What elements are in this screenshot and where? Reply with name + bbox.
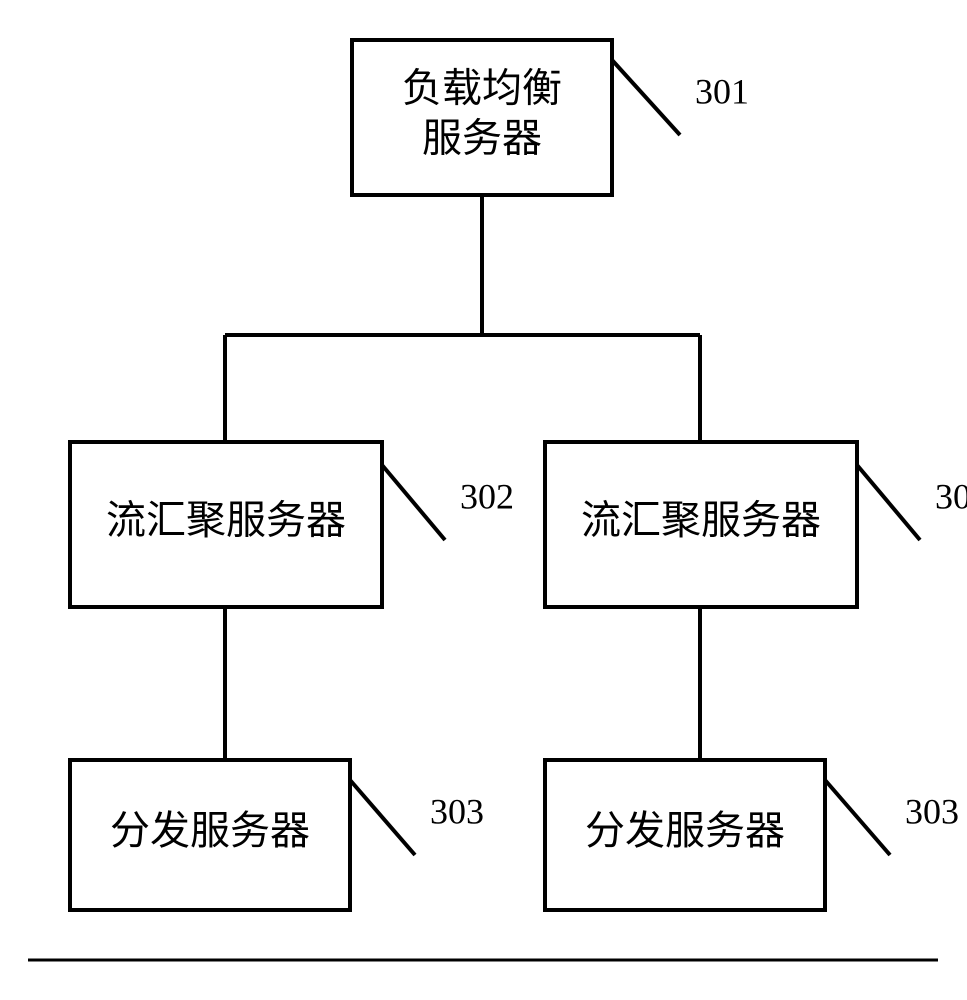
node-mid_left: 流汇聚服务器 302 [70, 442, 514, 607]
callout-leader [382, 465, 445, 540]
node-label: 分发服务器 [110, 808, 310, 853]
callout-leader [612, 60, 680, 135]
node-mid_right: 流汇聚服务器 302 [545, 442, 967, 607]
callout-label: 303 [905, 791, 959, 831]
node-label: 流汇聚服务器 [581, 498, 821, 543]
callout-label: 302 [935, 476, 967, 516]
callout-label: 303 [430, 791, 484, 831]
node-label: 服务器 [422, 116, 542, 161]
node-leaf_left: 分发服务器 303 [70, 760, 484, 910]
node-label: 分发服务器 [585, 808, 785, 853]
node-leaf_right: 分发服务器 303 [545, 760, 959, 910]
callout-leader [857, 465, 920, 540]
node-label: 流汇聚服务器 [106, 498, 346, 543]
callout-label: 302 [460, 476, 514, 516]
node-root: 负载均衡服务器 301 [352, 40, 749, 195]
callout-leader [825, 780, 890, 855]
node-label: 负载均衡 [402, 66, 562, 111]
callout-leader [350, 780, 415, 855]
callout-label: 301 [695, 71, 749, 111]
